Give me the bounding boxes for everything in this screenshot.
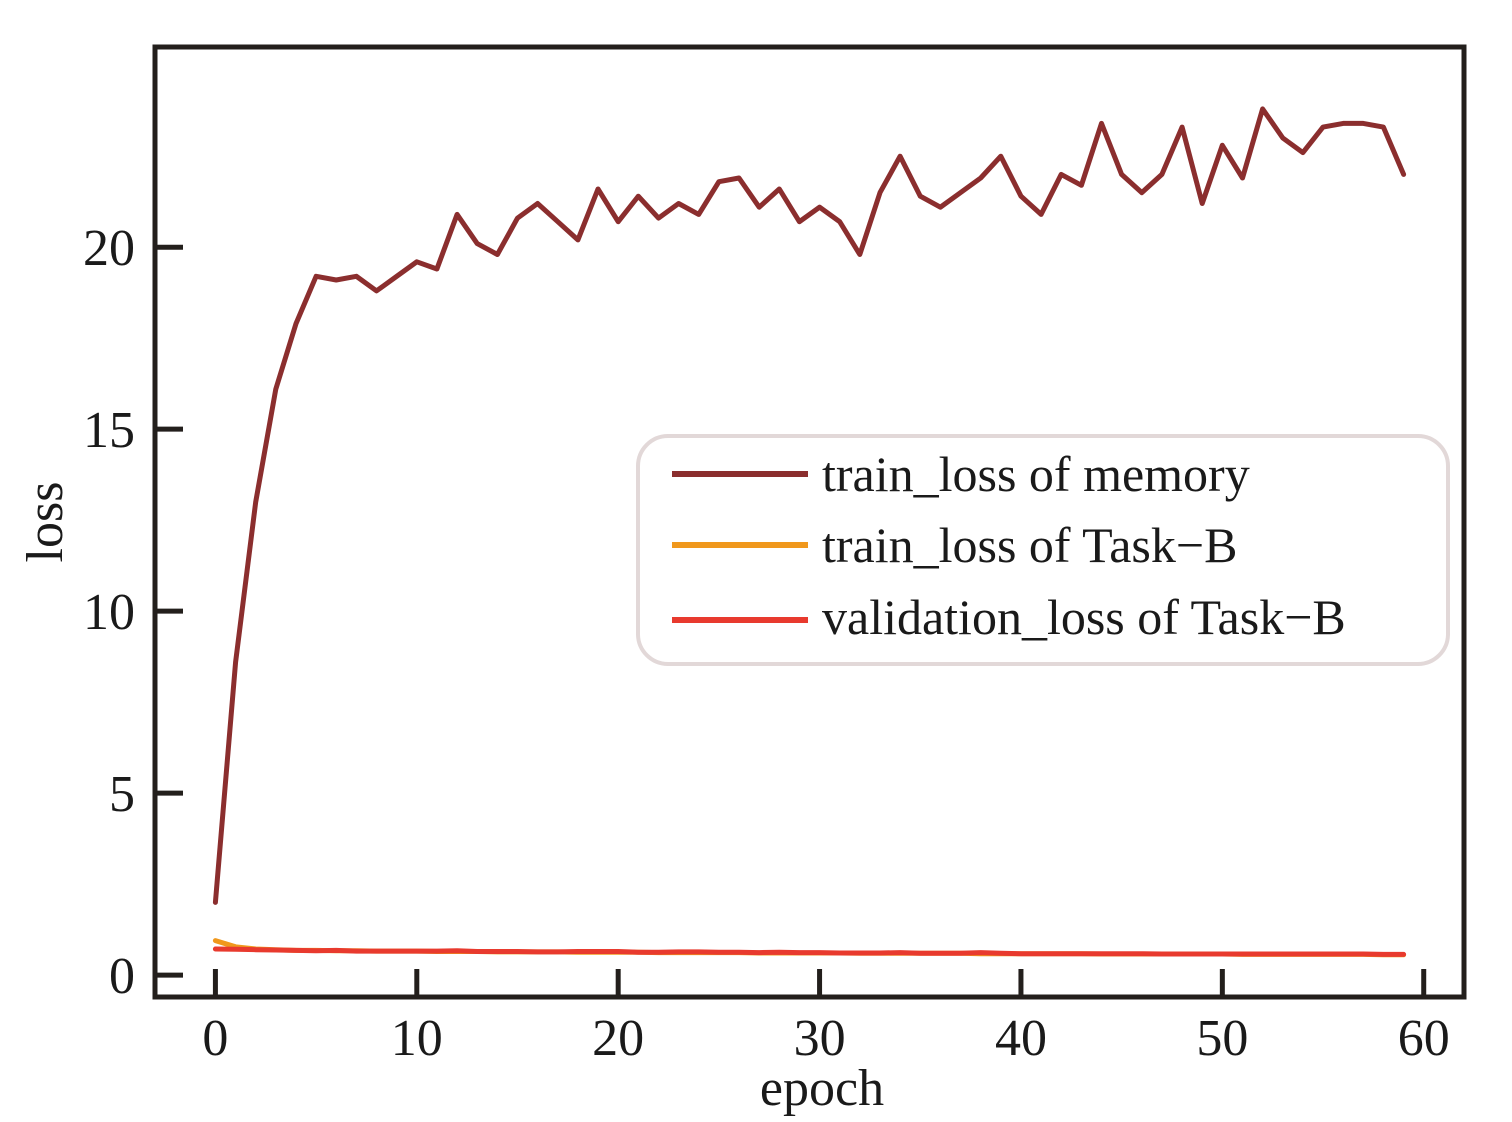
series-lines [212, 106, 1407, 958]
x-tick-label: 60 [1398, 1010, 1450, 1067]
y-tick-label: 10 [83, 584, 135, 641]
x-tick-label: 0 [202, 1010, 228, 1067]
x-axis-title: epoch [760, 1060, 884, 1117]
x-tick-label: 40 [995, 1010, 1047, 1067]
x-tick-label: 30 [794, 1010, 846, 1067]
y-tick-label: 15 [83, 402, 135, 459]
legend-label-memory: train_loss of memory [822, 446, 1250, 502]
legend-label-train-task-b: train_loss of Task−B [822, 517, 1237, 573]
y-tick-label: 20 [83, 220, 135, 277]
y-axis-title: loss [17, 482, 74, 563]
y-tick-label: 5 [109, 766, 135, 823]
legend-label-validation-task-b: validation_loss of Task−B [822, 589, 1346, 645]
y-tick-label: 0 [109, 948, 135, 1005]
series-line-0 [212, 106, 1407, 905]
axis-ticks: 0 10 20 30 40 50 60 0 5 10 15 20 [83, 220, 1450, 1067]
x-tick-label: 50 [1196, 1010, 1248, 1067]
plot-frame [152, 44, 1467, 1000]
series-line-2 [212, 946, 1407, 957]
x-tick-label: 20 [592, 1010, 644, 1067]
legend: train_loss of memory train_loss of Task−… [636, 434, 1450, 666]
legend-box [636, 434, 1450, 666]
x-tick-label: 10 [391, 1010, 443, 1067]
